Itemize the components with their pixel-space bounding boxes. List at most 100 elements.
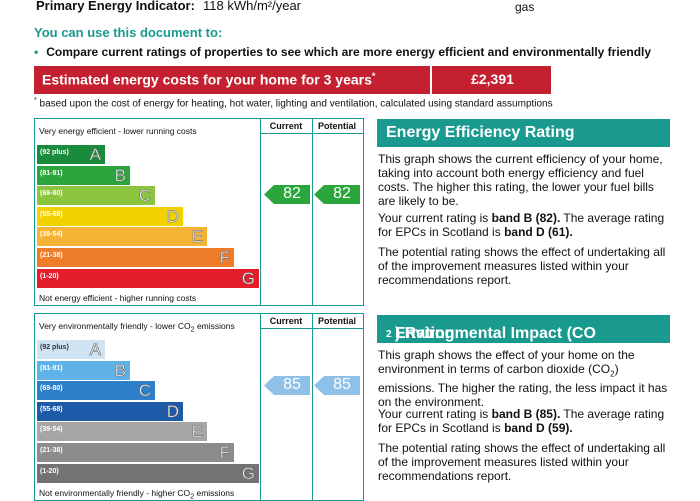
energy-efficiency-title: Energy Efficiency Rating: [386, 124, 575, 141]
bullet-icon: •: [34, 45, 39, 59]
band-letter: D: [166, 206, 179, 226]
rating-band-b: (81-91) B: [37, 360, 130, 380]
energy-efficiency-heading: Energy Efficiency Rating: [377, 119, 670, 147]
energy-potential-value: 82: [333, 184, 351, 202]
rating-band-e: (39-54) E: [37, 422, 207, 442]
band-range: (55-68): [40, 210, 63, 218]
energy-efficiency-paragraph-2: Your current rating is band B (82). The …: [378, 211, 670, 239]
environmental-impact-paragraph-1: This graph shows the effect of your home…: [378, 348, 670, 409]
rating-band-f: (21-38) F: [37, 443, 234, 462]
chart-bottom-caption: Not environmentally friendly - higher CO…: [39, 488, 234, 501]
env-current-arrow: 85: [264, 376, 310, 396]
energy-cost-value: £2,391: [471, 71, 514, 87]
band-range: (21-38): [40, 447, 63, 454]
current-band-text: band B (82).: [491, 211, 561, 225]
text-part: ) emissions. The higher the rating, the …: [378, 362, 668, 410]
chart-divider: [312, 314, 313, 500]
footnote-text: based upon the cost of energy for heatin…: [36, 98, 553, 110]
rating-band-c: (69-80) C: [37, 186, 155, 205]
band-range: (39-54): [40, 426, 63, 434]
current-column-header: Current: [269, 316, 303, 326]
rating-band-a: (92 plus) A: [37, 145, 105, 164]
band-letter: B: [114, 165, 126, 185]
rating-band-a: (92 plus) A: [37, 340, 105, 359]
arrow-shape: [264, 376, 310, 396]
energy-efficiency-paragraph-1: This graph shows the current efficiency …: [378, 152, 663, 208]
band-letter: B: [114, 360, 126, 380]
band-range: (92 plus): [40, 344, 69, 351]
chart-divider: [260, 314, 261, 500]
band-range: (1-20): [40, 272, 59, 280]
text-part: The average rating for EPCs in Scotland …: [378, 407, 665, 435]
environmental-impact-paragraph-3: The potential rating shows the effect of…: [378, 441, 666, 483]
average-band-text: band D (61).: [504, 225, 573, 239]
environmental-impact-paragraph-2: Your current rating is band B (85). The …: [378, 407, 670, 435]
arrow-shape: [314, 184, 360, 204]
energy-efficiency-paragraph-3: The potential rating shows the effect of…: [378, 245, 666, 287]
text-part: The average rating for EPCs in Scotland …: [378, 211, 665, 239]
band-letter: D: [166, 401, 179, 421]
rating-band-g: (1-20) G: [37, 268, 259, 288]
band-letter: G: [241, 463, 255, 483]
band-range: (39-54): [40, 231, 63, 239]
rating-band-b: (81-91) B: [37, 165, 130, 185]
band-letter: C: [138, 186, 151, 206]
band-letter: G: [241, 268, 255, 288]
band-range: (21-38): [40, 252, 63, 259]
environmental-impact-chart: Current Potential Very environmentally f…: [34, 313, 364, 501]
rating-band-f: (21-38) F: [37, 248, 234, 267]
uses-heading: You can use this document to:: [34, 25, 223, 40]
caption-part: emissions: [194, 321, 235, 331]
rating-band-e: (39-54) E: [37, 227, 207, 247]
chart-bottom-caption: Not energy efficient - higher running co…: [39, 293, 197, 303]
environmental-impact-heading: Environmental Impact (CO 2) Rating: [377, 315, 670, 343]
caption-part: Very environmentally friendly - lower CO: [39, 321, 191, 331]
arrow-shape: [314, 376, 360, 396]
environmental-impact-title: Environmental Impact (CO 2) Rating: [386, 320, 596, 342]
text-part: This graph shows the effect of your home…: [378, 348, 635, 376]
rating-band-d: (55-68) D: [37, 401, 183, 421]
band-letter: F: [219, 443, 230, 463]
energy-cost-footnote: * based upon the cost of energy for heat…: [34, 97, 553, 109]
band-letter: E: [191, 422, 203, 442]
text-part: Your current rating is: [378, 211, 492, 225]
text-sub: 2: [610, 369, 615, 379]
average-band-text: band D (59).: [504, 421, 573, 435]
potential-column-header: Potential: [317, 316, 356, 326]
caption-part: Not environmentally friendly - higher CO: [39, 488, 191, 498]
energy-current-value: 82: [283, 184, 301, 202]
uses-bullet: • Compare current ratings of properties t…: [34, 45, 651, 59]
energy-potential-arrow: 82: [314, 184, 360, 204]
energy-cost-banner: Estimated energy costs for your home for…: [34, 66, 551, 94]
band-range: (69-80): [40, 385, 63, 393]
env-potential-value: 85: [333, 376, 351, 394]
caption-part: emissions: [194, 488, 235, 498]
rating-band-d: (55-68) D: [37, 206, 183, 226]
primary-energy-indicator-label: Primary Energy Indicator:: [36, 0, 195, 13]
chart-divider: [312, 119, 313, 305]
chart-top-caption: Very energy efficient - lower running co…: [39, 126, 197, 136]
rating-band-c: (69-80) C: [37, 381, 155, 400]
caption-sub: 2: [190, 325, 195, 334]
band-letter: E: [191, 227, 203, 247]
current-band-text: band B (85).: [491, 407, 561, 421]
chart-divider: [260, 119, 261, 305]
primary-energy-indicator-value: 118 kWh/m²/year: [203, 0, 302, 13]
band-range: (92 plus): [40, 149, 69, 156]
footnote-marker: *: [34, 97, 37, 104]
title-sub: 2: [386, 329, 392, 341]
chart-top-caption: Very environmentally friendly - lower CO…: [39, 321, 235, 334]
chart-header-rule: [260, 133, 363, 134]
energy-cost-footnote-marker: *: [371, 71, 376, 81]
band-range: (81-91): [40, 364, 63, 372]
text-part: Your current rating is: [378, 407, 492, 421]
energy-efficiency-chart: Current Potential Very energy efficient …: [34, 118, 364, 306]
rating-band-g: (1-20) G: [37, 463, 259, 483]
band-letter: A: [89, 145, 101, 165]
chart-header-rule: [260, 328, 363, 329]
energy-cost-divider: [430, 66, 432, 94]
arrow-shape: [264, 184, 310, 204]
band-letter: A: [89, 340, 101, 360]
band-range: (81-91): [40, 169, 63, 177]
band-letter: C: [138, 381, 151, 401]
